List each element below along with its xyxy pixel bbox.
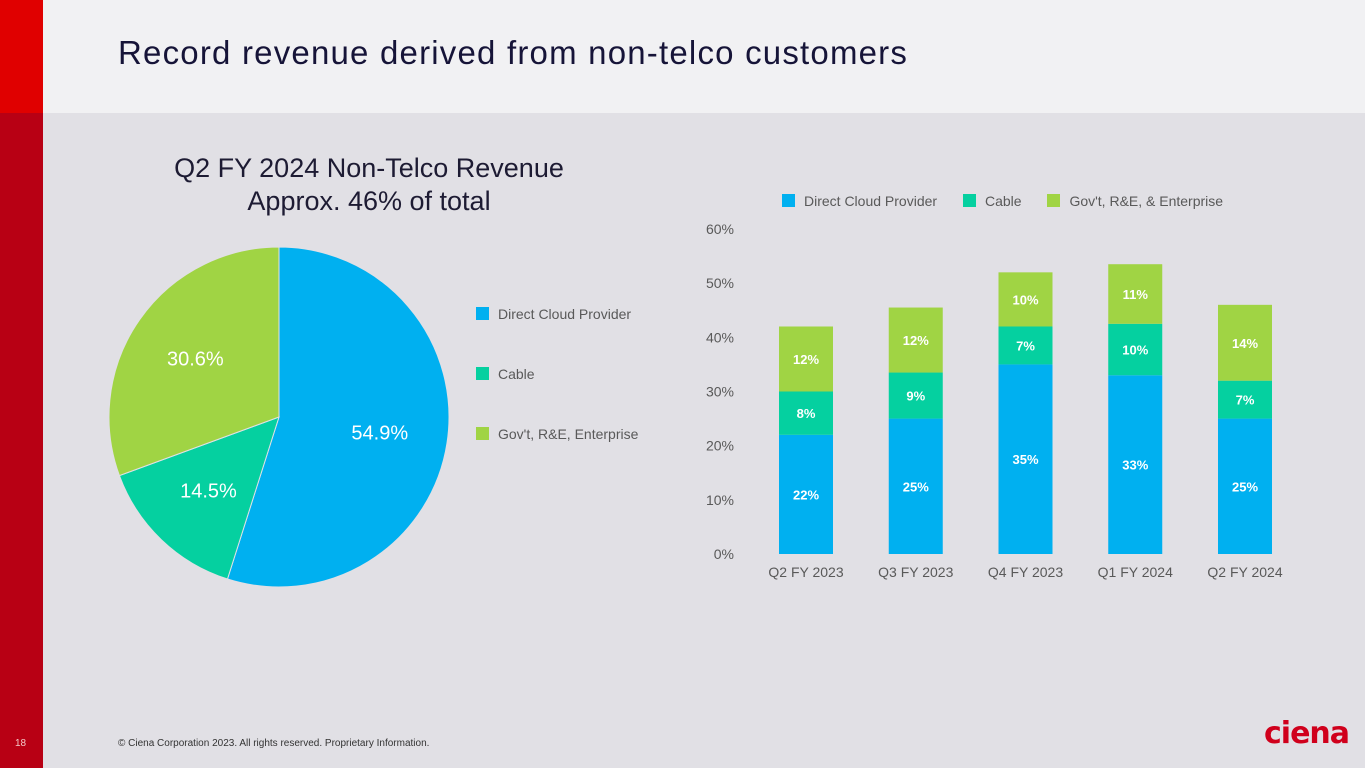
legend-swatch xyxy=(476,367,489,380)
legend-swatch xyxy=(962,194,976,207)
header xyxy=(43,0,1365,113)
pie-slice xyxy=(108,246,280,477)
legend-swatch xyxy=(476,307,489,320)
pie-data-label: 14.5% xyxy=(180,481,237,503)
bar-data-label: 8% xyxy=(797,406,816,421)
bar-segment xyxy=(888,418,943,554)
bar-segment xyxy=(779,434,833,554)
brand-bar-top xyxy=(0,0,43,113)
pie-legend-item-cable: Cable xyxy=(476,366,535,382)
bar-data-label: 7% xyxy=(1016,338,1035,353)
x-tick-label: Q3 FY 2023 xyxy=(878,564,953,580)
legend-swatch xyxy=(476,427,489,440)
bar-segment xyxy=(1218,380,1272,419)
legend-swatch xyxy=(1047,194,1061,207)
bar-data-label: 10% xyxy=(1012,292,1038,307)
x-tick-label: Q4 FY 2023 xyxy=(988,564,1063,580)
pie-chart: 54.9% 14.5% 30.6% xyxy=(108,246,450,588)
bar-data-label: 25% xyxy=(903,479,929,494)
y-tick-label: 50% xyxy=(706,275,734,291)
legend-label: Gov't, R&E, & Enterprise xyxy=(1069,193,1224,209)
bar-segment xyxy=(998,364,1053,554)
bar-legend-item-govt: Gov't, R&E, & Enterprise xyxy=(1047,193,1223,209)
y-tick-label: 60% xyxy=(706,221,734,237)
y-tick-label: 0% xyxy=(714,546,734,562)
y-tick-label: 40% xyxy=(706,329,734,345)
bar-segment xyxy=(1108,375,1163,554)
bar-segment xyxy=(1218,418,1272,554)
page-number: 18 xyxy=(15,738,27,749)
legend-label: Cable xyxy=(984,193,1022,209)
bar-segment xyxy=(888,372,943,419)
bar-segment xyxy=(888,307,943,373)
bar-data-label: 33% xyxy=(1122,458,1148,473)
logo-trademark-dot xyxy=(1342,740,1345,743)
bar-data-label: 10% xyxy=(1122,343,1148,358)
x-tick-label: Q2 FY 2023 xyxy=(768,564,843,580)
bar-data-label: 12% xyxy=(903,333,929,348)
pie-title-line1: Q2 FY 2024 Non-Telco Revenue xyxy=(174,153,564,183)
legend-label: Gov't, R&E, Enterprise xyxy=(498,426,639,442)
bar-segment xyxy=(779,391,833,435)
pie-legend-item-direct-cloud: Direct Cloud Provider xyxy=(476,306,631,322)
bar-legend: Direct Cloud Provider Cable Gov't, R&E, … xyxy=(782,193,1245,209)
legend-label: Direct Cloud Provider xyxy=(498,306,632,322)
pie-slice xyxy=(226,246,450,588)
bar-segment xyxy=(998,272,1053,327)
brand-bar-bottom xyxy=(0,113,43,768)
pie-data-label: 54.9% xyxy=(351,423,408,445)
y-tick-label: 10% xyxy=(706,492,734,508)
bar-data-label: 35% xyxy=(1012,452,1038,467)
pie-data-label: 30.6% xyxy=(167,349,224,371)
bar-data-label: 14% xyxy=(1232,336,1258,351)
pie-legend-item-govt: Gov't, R&E, Enterprise xyxy=(476,426,638,442)
bar-legend-item-cable: Cable xyxy=(962,193,1022,209)
bar-segment xyxy=(1108,264,1163,324)
x-tick-label: Q1 FY 2024 xyxy=(1098,564,1173,580)
bar-data-label: 11% xyxy=(1123,287,1149,302)
bar-segment xyxy=(998,326,1053,365)
bar-segment xyxy=(1108,323,1163,376)
y-tick-label: 20% xyxy=(706,438,734,454)
legend-label: Cable xyxy=(498,366,535,382)
legend-swatch xyxy=(782,194,795,207)
footer-copyright: © Ciena Corporation 2023. All rights res… xyxy=(118,738,430,749)
bar-legend-item-direct-cloud: Direct Cloud Provider xyxy=(782,193,937,209)
bar-data-label: 7% xyxy=(1236,393,1255,408)
x-tick-label: Q2 FY 2024 xyxy=(1207,564,1282,580)
bar-data-label: 25% xyxy=(1232,479,1258,494)
slide-title: Record revenue derived from non-telco cu… xyxy=(118,34,909,71)
bar-segment xyxy=(779,326,833,392)
bar-data-label: 12% xyxy=(793,352,819,367)
pie-slice xyxy=(118,416,280,580)
y-tick-label: 30% xyxy=(706,384,734,400)
ciena-logo: ciena xyxy=(1264,716,1350,751)
pie-title-line2: Approx. 46% of total xyxy=(247,186,491,216)
pie-chart-title: Q2 FY 2024 Non-Telco Revenue Approx. 46%… xyxy=(119,152,619,218)
bar-segment xyxy=(1218,304,1272,381)
bar-data-label: 9% xyxy=(906,389,925,404)
bar-data-label: 22% xyxy=(793,487,819,502)
stacked-bar-chart: 0% 10% 20% 30% 40% 50% 60% 22% 8% 12% Q2 FY 2023 25… xyxy=(706,221,1283,580)
legend-label: Direct Cloud Provider xyxy=(804,193,938,209)
